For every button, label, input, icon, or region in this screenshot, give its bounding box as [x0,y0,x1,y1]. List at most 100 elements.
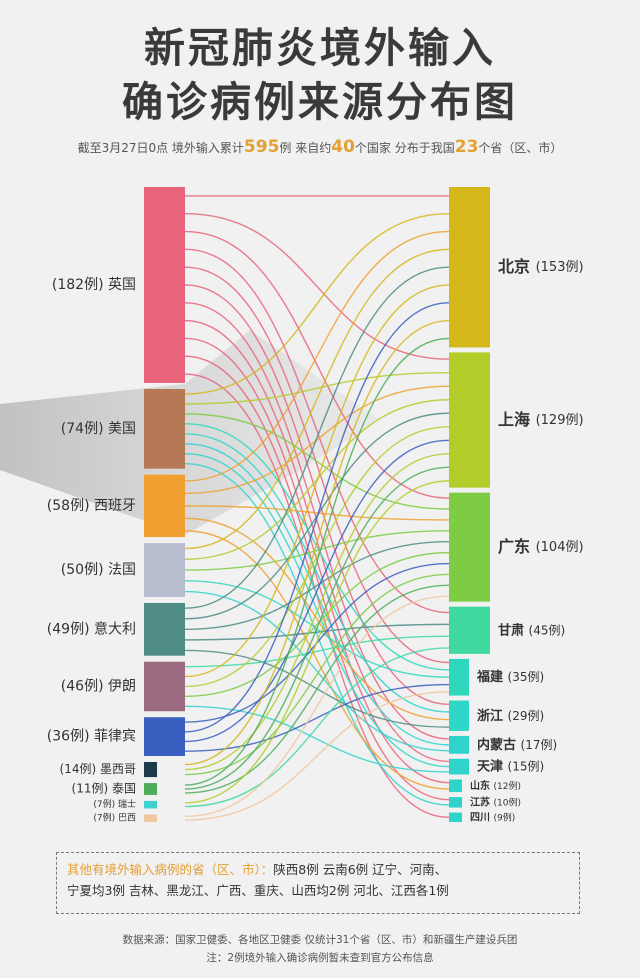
subtitle-countries: 40 [331,137,355,157]
source-node [144,762,157,778]
target-label: 天津 (15例) [477,758,544,774]
flow-link [184,213,450,395]
flow-link [184,302,450,733]
source-node [144,717,185,757]
subtitle-text-3: 个国家 分布于我国 [354,141,455,155]
flow-link [184,423,450,671]
flow-link [184,426,450,688]
source-node [144,474,185,538]
flow-link [184,530,450,571]
target-label: 四川 (9例) [470,811,515,824]
subtitle-text-4: 个省（区、市） [478,141,563,155]
title-line-2: 确诊病例来源分布图 [122,78,518,126]
source-node [144,814,157,822]
flow-link [184,683,450,752]
target-node [449,797,462,808]
flow-link [184,337,450,786]
source-label: (7例) 巴西 [93,812,136,824]
target-nodes [449,187,490,822]
flow-link [184,413,450,510]
target-label: 上海 (129例) [498,410,584,429]
source-label: (182例) 英国 [52,276,136,293]
flow-link [184,584,450,794]
flow-link [184,213,450,360]
target-node [449,779,462,793]
target-label: 福建 (35例) [476,669,544,685]
source-label: (36例) 菲律宾 [47,729,136,745]
source-node [144,783,157,795]
flow-link [184,647,450,808]
target-node [449,812,462,822]
flow-link [184,248,450,550]
target-label: 江苏 (10例) [470,795,521,808]
source-label: (50例) 法国 [61,562,136,578]
source-label: (46例) 伊朗 [61,678,136,694]
title-line-1: 新冠肺炎境外输入 [144,24,496,72]
flow-link [184,433,450,713]
target-label: 山东 (12例) [470,779,521,792]
source-nodes [144,187,185,822]
source-labels: (182例) 英国 (74例) 美国 (58例) 西班牙 (50例) 法国 (49例) … [47,276,136,824]
note-line-2: 宁夏均3例 吉林、黑龙江、广西、重庆、山西均2例 河北、江西各1例 [67,883,449,898]
flow-link [184,385,450,495]
note-heading: 其他有境外输入病例的省（区、市）： [67,862,274,877]
flow-link [184,248,450,614]
flow-link [184,480,450,804]
flow-link [184,530,450,790]
target-label: 浙江 (29例) [477,707,544,723]
flow-links [184,195,450,821]
subtitle: 截至3月27日0点 境外输入累计595例 来自约40个国家 分布于我国23个省（… [0,137,640,157]
flow-link [184,266,450,609]
flow-link [184,230,450,482]
footer-source: 数据来源：国家卫健委、各地区卫健委 仅统计31个省（区、市）和新疆生产建设兵团 [122,934,518,946]
source-label: (74例) 美国 [61,421,136,437]
flow-link [184,284,450,706]
background-shadow-shape [0,330,380,535]
source-label: (49例) 意大利 [47,620,136,637]
note-line-1: 陕西8例 云南6例 辽宁、河南、 [273,862,448,877]
flow-link [184,266,450,664]
flow-link [184,623,450,641]
target-node [449,492,490,602]
subtitle-provinces: 23 [454,137,479,157]
target-node [449,187,490,348]
source-node [144,661,185,712]
target-node [449,606,490,654]
target-node [449,658,469,696]
source-node [144,187,185,383]
flow-link [184,551,450,698]
target-node [449,700,469,731]
source-label: (14例) 墨西哥 [60,762,136,776]
target-label: 广东 (104例) [498,537,584,556]
subtitle-text-1: 截至3月27日0点 境外输入累计 [77,141,244,155]
flow-link [184,505,450,521]
subtitle-text-2: 例 来自约 [279,141,332,155]
flow-link [184,635,450,668]
footer-note: 注：2例境外输入确诊病例暂未查到官方公布信息 [206,952,434,964]
flow-link [184,466,450,790]
flow-link [184,517,450,721]
source-node [144,800,157,809]
flow-link [184,319,450,766]
subtitle-total: 595 [243,137,280,157]
flow-link [184,691,450,821]
flow-link [184,453,450,771]
flow-link [184,541,450,631]
source-node [144,602,185,656]
target-label: 甘肃 (45例) [498,622,565,638]
source-label: (11例) 泰国 [72,782,136,796]
flow-link [184,284,450,678]
target-label: 内蒙古 (17例) [477,736,557,752]
target-labels: 北京 (153例) 上海 (129例) 广东 (104例) 甘肃 (45例) 福建 (3… [470,257,584,824]
flow-link [184,590,450,752]
target-node [449,735,469,754]
source-label: (7例) 瑞士 [93,798,136,810]
flow-link [184,302,450,740]
target-node [449,352,490,488]
flow-link [184,443,450,746]
flow-link [184,439,450,743]
target-label: 北京 (153例) [498,257,584,276]
flow-link [184,705,450,773]
flow-link [184,595,450,818]
flow-link [184,573,450,776]
